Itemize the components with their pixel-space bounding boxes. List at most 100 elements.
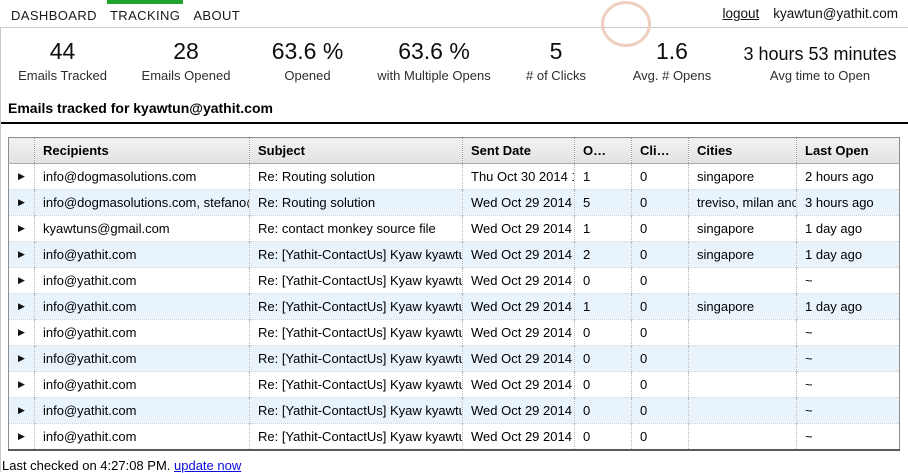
stat-emails-tracked: 44 Emails Tracked <box>0 37 125 92</box>
cell-sent-date: Wed Oct 29 2014 1 <box>462 397 575 424</box>
expand-arrow-icon[interactable]: ▶ <box>8 189 35 216</box>
cell-last-open: 2 hours ago <box>805 169 874 184</box>
cell-cities: singapore <box>688 241 797 268</box>
logout-link[interactable]: logout <box>722 6 760 21</box>
stat-opened-pct: 63.6 % Opened <box>247 37 368 92</box>
cell-clicks: 0 <box>631 345 689 372</box>
table-row[interactable]: ▶ info@dogmasolutions.com, stefano@dig R… <box>8 189 900 216</box>
column-header-cities[interactable]: Cities <box>688 137 797 164</box>
expand-arrow-icon[interactable]: ▶ <box>8 397 35 424</box>
email-table-container: Recipients Subject Sent Date O… Cli… Cit… <box>8 137 900 451</box>
expand-arrow-icon[interactable]: ▶ <box>8 345 35 372</box>
table-row[interactable]: ▶ info@yathit.com Re: [Yathit-ContactUs]… <box>8 319 900 346</box>
stat-value: 63.6 % <box>398 38 470 64</box>
expand-arrow-icon[interactable]: ▶ <box>8 163 35 190</box>
stat-value: 3 hours 53 minutes <box>743 44 897 64</box>
cell-subject: Re: [Yathit-ContactUs] Kyaw kyawtun@ <box>249 371 463 398</box>
stat-value: 5 <box>549 38 563 64</box>
cell-recipients: info@yathit.com <box>34 371 250 398</box>
stat-label: Opened <box>284 68 331 83</box>
expand-arrow-icon[interactable]: ▶ <box>8 267 35 294</box>
cell-sent-date: Thu Oct 30 2014 13 <box>462 163 575 190</box>
cell-last-open: ~ <box>805 429 813 444</box>
table-row[interactable]: ▶ info@dogmasolutions.com Re: Routing so… <box>8 163 900 190</box>
nav-right: logout kyawtun@yathit.com <box>722 0 898 27</box>
stat-value: 63.6 % <box>271 38 344 64</box>
cell-clicks: 0 <box>631 423 689 450</box>
cell-opens: 1 <box>574 215 632 242</box>
cell-sent-date: Wed Oct 29 2014 1 <box>462 241 575 268</box>
cell-clicks: 0 <box>631 189 689 216</box>
cell-cities: singapore <box>688 215 797 242</box>
tab-dashboard[interactable]: DASHBOARD <box>8 0 100 27</box>
table-row[interactable]: ▶ info@yathit.com Re: [Yathit-ContactUs]… <box>8 267 900 294</box>
cell-recipients: info@yathit.com <box>34 345 250 372</box>
stat-value: 44 <box>49 38 76 64</box>
cell-cities <box>688 397 797 424</box>
column-header-recipients[interactable]: Recipients <box>34 137 250 164</box>
stat-clicks: 5 # of Clicks <box>500 37 612 92</box>
cell-cities <box>688 371 797 398</box>
cell-clicks: 0 <box>631 241 689 268</box>
cell-opens: 0 <box>574 397 632 424</box>
cell-sent-date: Wed Oct 29 2014 1 <box>462 345 575 372</box>
update-now-link[interactable]: update now <box>174 458 242 473</box>
table-row[interactable]: ▶ info@yathit.com Re: [Yathit-ContactUs]… <box>8 423 900 450</box>
cell-subject: Re: [Yathit-ContactUs] Kyaw kyawtun@ <box>249 293 463 320</box>
table-row[interactable]: ▶ info@yathit.com Re: [Yathit-ContactUs]… <box>8 241 900 268</box>
tab-tracking[interactable]: TRACKING <box>106 0 184 27</box>
cell-clicks: 0 <box>631 163 689 190</box>
expand-arrow-icon[interactable]: ▶ <box>8 319 35 346</box>
expand-arrow-icon[interactable]: ▶ <box>8 423 35 450</box>
table-row[interactable]: ▶ kyawtuns@gmail.com Re: contact monkey … <box>8 215 900 242</box>
expand-arrow-icon[interactable]: ▶ <box>8 293 35 320</box>
column-header-last-open[interactable]: Last Open <box>796 137 900 164</box>
cell-recipients: info@yathit.com <box>34 423 250 450</box>
table-row[interactable]: ▶ info@yathit.com Re: [Yathit-ContactUs]… <box>8 397 900 424</box>
column-header-clicks[interactable]: Cli… <box>631 137 689 164</box>
tab-dashboard-label: DASHBOARD <box>11 8 97 23</box>
email-table-header: Recipients Subject Sent Date O… Cli… Cit… <box>8 137 900 164</box>
stat-avg-opens: 1.6 Avg. # Opens <box>612 37 732 92</box>
cell-sent-date: Wed Oct 29 2014 1 <box>462 267 575 294</box>
table-row[interactable]: ▶ info@yathit.com Re: [Yathit-ContactUs]… <box>8 293 900 320</box>
column-header-subject[interactable]: Subject <box>249 137 463 164</box>
expand-arrow-icon[interactable]: ▶ <box>8 371 35 398</box>
stat-multiple-opens-pct: 63.6 % with Multiple Opens <box>368 37 500 92</box>
cell-cities <box>688 345 797 372</box>
cell-cities: treviso, milan and s <box>688 189 797 216</box>
active-tab-indicator <box>106 0 184 4</box>
cell-recipients: kyawtuns@gmail.com <box>34 215 250 242</box>
cell-last-open: 1 day ago <box>805 247 863 262</box>
cell-opens: 1 <box>574 163 632 190</box>
expand-arrow-icon[interactable]: ▶ <box>8 215 35 242</box>
column-header-opens[interactable]: O… <box>574 137 632 164</box>
stat-value: 1.6 <box>656 38 688 64</box>
cell-subject: Re: [Yathit-ContactUs] Kyaw kyawtun@ <box>249 267 463 294</box>
cell-subject: Re: [Yathit-ContactUs] Kyaw kyawtun@ <box>249 319 463 346</box>
stats-bar: 44 Emails Tracked 28 Emails Opened 63.6 … <box>0 28 908 92</box>
column-header-expander <box>8 137 35 164</box>
cell-clicks: 0 <box>631 293 689 320</box>
cell-clicks: 0 <box>631 371 689 398</box>
stat-emails-opened: 28 Emails Opened <box>125 37 247 92</box>
table-row[interactable]: ▶ info@yathit.com Re: [Yathit-ContactUs]… <box>8 345 900 372</box>
page-left-border <box>0 28 1 472</box>
cell-last-open: ~ <box>805 351 813 366</box>
cell-sent-date: Wed Oct 29 2014 2 <box>462 189 575 216</box>
tab-tracking-label: TRACKING <box>109 8 181 23</box>
cell-last-open: 1 day ago <box>805 299 863 314</box>
stat-label: Avg time to Open <box>769 68 871 83</box>
table-row[interactable]: ▶ info@yathit.com Re: [Yathit-ContactUs]… <box>8 371 900 398</box>
cell-sent-date: Wed Oct 29 2014 1 <box>462 423 575 450</box>
stat-label: Emails Tracked <box>18 68 107 83</box>
tab-about[interactable]: ABOUT <box>190 0 243 27</box>
cell-opens: 5 <box>574 189 632 216</box>
column-header-sent-date[interactable]: Sent Date <box>462 137 575 164</box>
user-email: kyawtun@yathit.com <box>773 6 898 21</box>
cell-opens: 2 <box>574 241 632 268</box>
cell-last-open: 1 day ago <box>805 221 863 236</box>
cell-last-open: ~ <box>805 273 813 288</box>
email-table-body: ▶ info@dogmasolutions.com Re: Routing so… <box>8 163 900 450</box>
expand-arrow-icon[interactable]: ▶ <box>8 241 35 268</box>
